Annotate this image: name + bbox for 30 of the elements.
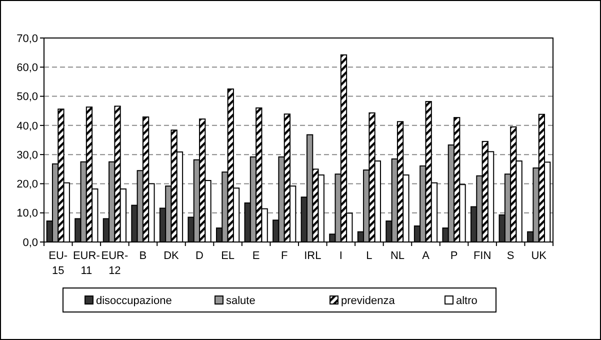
legend-label: salute: [226, 294, 256, 307]
y-tick-label: 70,0: [16, 32, 38, 45]
x-tick-label: E: [252, 250, 260, 262]
x-tick-label: I: [339, 250, 342, 262]
y-tick-label: 50,0: [16, 91, 38, 104]
y-tick-label: 0,0: [22, 236, 38, 249]
x-tick-label: EU-15: [48, 250, 68, 277]
x-tick-label: DK: [164, 250, 180, 262]
y-tick-label: 40,0: [16, 120, 38, 132]
x-tick-label: IRL: [304, 250, 322, 262]
x-tick-label: FIN: [473, 250, 492, 262]
x-tick-label: B: [139, 250, 147, 262]
x-tick-label: EUR-12: [101, 250, 128, 277]
x-tick-label: NL: [390, 250, 405, 262]
x-tick-label: EL: [221, 250, 235, 262]
legend-label: previdenza: [341, 294, 396, 307]
x-tick-label: EUR-11: [72, 250, 100, 277]
y-tick-label: 10,0: [16, 208, 38, 220]
x-tick-label: UK: [531, 250, 548, 262]
legend-label: disoccupazione: [96, 294, 172, 307]
y-tick-label: 60,0: [16, 62, 38, 74]
x-tick-label: L: [366, 250, 372, 262]
legend-label: altro: [456, 294, 478, 307]
x-tick-label: A: [422, 250, 430, 262]
y-tick-label: 30,0: [16, 149, 38, 162]
x-tick-label: D: [196, 250, 204, 262]
y-tick-label: 20,0: [16, 178, 38, 191]
x-tick-label: F: [280, 250, 288, 262]
x-tick-label: P: [450, 250, 458, 262]
x-tick-label: S: [506, 250, 514, 262]
